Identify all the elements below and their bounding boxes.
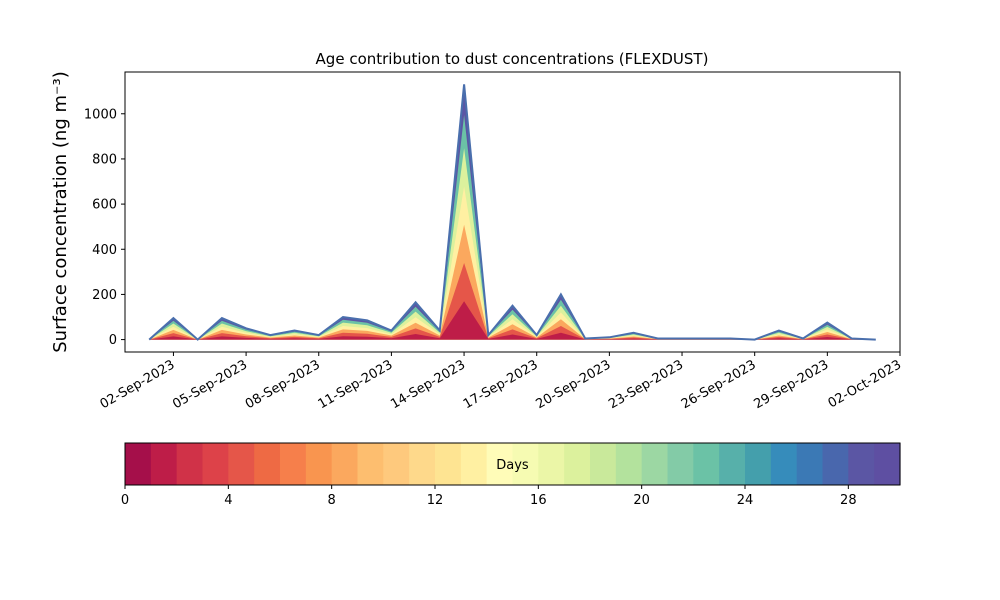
colorbar-segment [796,443,824,485]
colorbar-segment [435,443,462,485]
colorbar-segment [228,443,255,485]
colorbar-tick-label: 16 [530,493,547,508]
colorbar-segment [719,443,746,485]
x-tick-label: 17-Sep-2023 [461,357,541,412]
colorbar-segment [538,443,565,485]
colorbar: Days 0 4 8 12 16 20 24 28 [121,442,901,508]
colorbar-segment [693,443,720,485]
x-tick-label: 02-Sep-2023 [98,357,178,412]
colorbar-tick-label: 20 [633,493,650,508]
colorbar-frame [124,442,901,486]
colorbar-tick-label: 28 [840,493,857,508]
colorbar-segment [125,443,152,485]
colorbar-segment [745,443,772,485]
colorbar-segment [615,443,643,485]
colorbar-segment [770,443,798,485]
colorbar-segment [357,443,384,485]
colorbar-segment [641,443,669,485]
y-tick-label: 0 [109,333,117,348]
chart-title: Age contribution to dust concentrations … [316,50,709,68]
colorbar-tick-label: 4 [224,493,232,508]
colorbar-tick-label: 8 [328,493,336,508]
colorbar-segment [564,443,591,485]
colorbar-tick-label: 12 [427,493,444,508]
colorbar-segment [590,443,617,485]
colorbar-segment [254,443,281,485]
colorbar-segment [512,443,539,485]
plot-frame [124,71,901,353]
y-tick-label: 600 [92,198,117,213]
colorbar-segment [150,443,178,485]
x-tick-label: 08-Sep-2023 [243,357,323,412]
colorbar-segment [486,443,514,485]
total-concentration-line [148,84,876,341]
stacked-areas [148,84,876,341]
y-tick-label: 1000 [84,107,117,122]
y-tick-label: 800 [92,152,117,167]
colorbar-segment [822,443,849,485]
x-tick-label: 02-Oct-2023 [826,357,904,411]
colorbar-segment [176,443,204,485]
y-tick-label: 200 [92,288,117,303]
colorbar-segment [280,443,307,485]
x-tick-label: 26-Sep-2023 [679,357,759,412]
colorbar-segment [383,443,410,485]
y-axis: 0 200 400 600 800 1000 [84,107,125,348]
age-bin-area [149,84,876,340]
colorbar-segment [202,443,229,485]
colorbar-tick-label: 24 [737,493,754,508]
y-tick-label: 400 [92,243,117,258]
x-tick-label: 23-Sep-2023 [606,357,686,412]
x-tick-label: 20-Sep-2023 [534,357,614,412]
colorbar-segment [409,443,436,485]
colorbar-segment [848,443,875,485]
x-tick-label: 14-Sep-2023 [388,357,468,412]
x-tick-label: 11-Sep-2023 [316,357,396,412]
colorbar-segment [874,443,901,485]
y-axis-label: Surface concentration (ng m⁻³) [50,71,71,353]
colorbar-tick-label: 0 [121,493,129,508]
colorbar-segment [331,443,359,485]
x-axis: 02-Sep-202305-Sep-202308-Sep-202311-Sep-… [98,352,904,412]
colorbar-segment [305,443,333,485]
x-tick-label: 05-Sep-2023 [170,357,250,412]
colorbar-segment [667,443,694,485]
colorbar-label: Days [496,458,529,473]
colorbar-segment [460,443,488,485]
x-tick-label: 29-Sep-2023 [752,357,832,412]
